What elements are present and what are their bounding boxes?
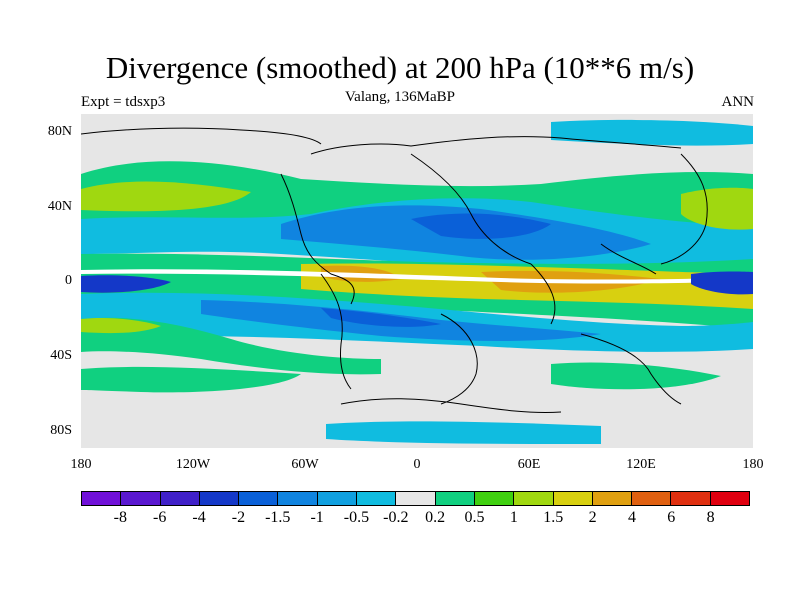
lon-label-0: 0: [413, 457, 421, 472]
colorbar-label: -1.5: [265, 509, 291, 526]
colorbar-label: 1: [509, 509, 518, 526]
colorbar-label: 4: [627, 509, 636, 526]
lat-label-0: 0: [65, 273, 72, 288]
contour-band-south-darkblue: [321, 308, 441, 327]
colorbar-label: -4: [192, 509, 206, 526]
colorbar-cell: [199, 492, 240, 505]
map-panel: [80, 114, 753, 448]
map-svg: [80, 114, 753, 448]
colorbar-label: -2: [231, 509, 246, 526]
contour-band-south-atlantic-green: [551, 362, 721, 390]
colorbar-label: -8: [113, 509, 128, 526]
contour-band-pacific-lime: [681, 187, 753, 230]
colorbar-cell: [553, 492, 593, 505]
lat-label-80s: 80S: [50, 423, 72, 438]
contour-band-antarctic-cyan: [326, 421, 601, 444]
colorbar-cell: [121, 492, 161, 505]
lon-label-60e: 60E: [517, 457, 541, 472]
colorbar-cell: [278, 492, 318, 505]
plot-subtitle: Valang, 136MaBP: [345, 89, 455, 105]
colorbar-cell: [239, 492, 279, 505]
colorbar-cell: [396, 492, 436, 505]
colorbar-cell: [160, 492, 200, 505]
contour-band-arctic-cyan: [551, 119, 753, 146]
colorbar: [81, 491, 750, 506]
colorbar-label: 0.5: [464, 509, 485, 526]
contour-band-west-pacific-blue: [691, 271, 753, 295]
lat-label-40s: 40S: [50, 348, 72, 363]
contour-band-east-pacific-blue: [81, 275, 171, 293]
plot-title: Divergence (smoothed) at 200 hPa (10**6 …: [105, 50, 695, 85]
lon-label-120w: 120W: [175, 457, 211, 472]
colorbar-label: -6: [153, 509, 167, 526]
contour-band-south-lime: [81, 317, 161, 334]
contour-band-north-darkblue: [411, 213, 551, 239]
colorbar-label: 1.5: [543, 509, 564, 526]
colorbar-cell: [671, 492, 711, 505]
contour-band-southern-ocean-green: [81, 366, 301, 393]
contour-band-south-green: [81, 317, 381, 375]
colorbar-cell: [592, 492, 633, 505]
coastlines: [80, 127, 708, 414]
experiment-label: Expt = tdsxp3: [81, 94, 166, 110]
season-label: ANN: [721, 94, 755, 110]
colorbar-cell: [82, 492, 122, 505]
lat-label-80n: 80N: [47, 124, 72, 139]
colorbar-cell: [514, 492, 554, 505]
lon-label-180e: 180: [742, 457, 764, 472]
lat-label-40n: 40N: [47, 199, 72, 214]
colorbar-label: -1: [310, 509, 324, 526]
colorbar-label: 0.2: [425, 509, 446, 526]
colorbar-label: -0.2: [383, 509, 409, 526]
contour-band-equator-white: [81, 269, 753, 284]
colorbar-label: 6: [667, 509, 676, 526]
colorbar-cell: [632, 492, 672, 505]
colorbar-cell: [474, 492, 515, 505]
colorbar-cell: [435, 492, 475, 505]
colorbar-cell: [710, 492, 750, 505]
lon-label-180w: 180: [70, 457, 92, 472]
colorbar-label: 8: [706, 509, 715, 526]
colorbar-label: 2: [588, 509, 597, 526]
lon-label-60w: 60W: [291, 457, 319, 472]
colorbar-cell: [357, 492, 397, 505]
colorbar-label: -0.5: [343, 509, 370, 526]
contour-band-north-lime: [81, 181, 251, 212]
colorbar-cell: [317, 492, 358, 505]
lon-label-120e: 120E: [626, 457, 656, 472]
